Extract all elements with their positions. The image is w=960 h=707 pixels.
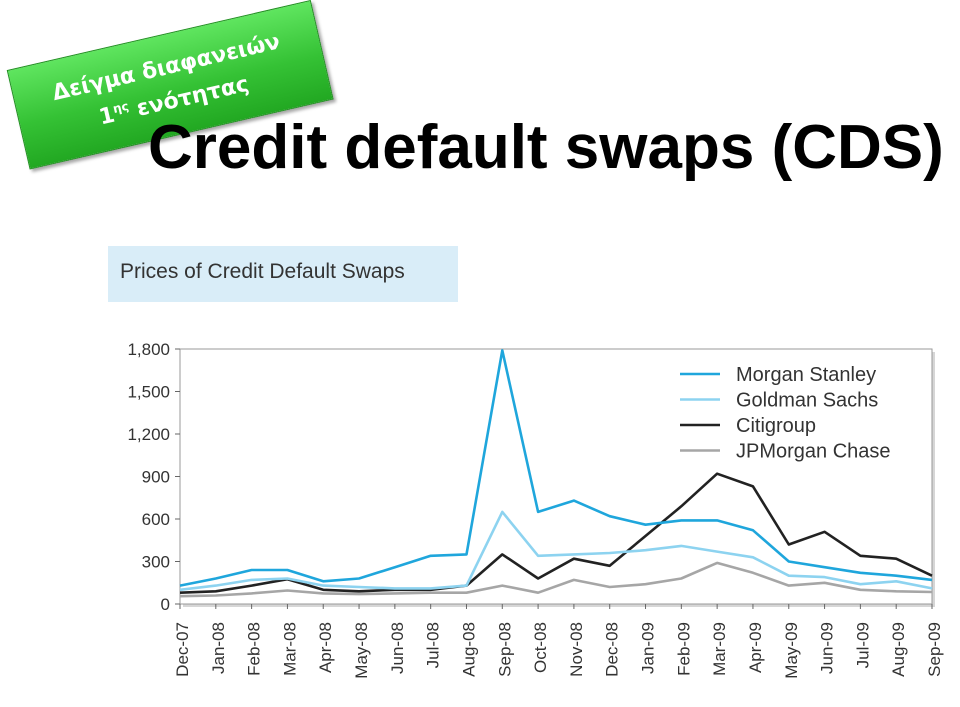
x-tick-label: Aug-08	[459, 622, 478, 677]
x-tick-label: Sep-09	[925, 622, 944, 677]
series-line	[179, 349, 933, 587]
x-tick-label: Jul-08	[424, 622, 443, 668]
x-tick-label: Aug-09	[889, 622, 908, 677]
x-tick-label: Oct-08	[531, 622, 550, 673]
x-tick-label: Sep-08	[495, 622, 514, 677]
x-tick-label: Jan-09	[639, 622, 658, 674]
x-tick-label: Mar-09	[710, 622, 729, 676]
y-tick-label: 1,500	[127, 383, 170, 402]
legend-label: Goldman Sachs	[736, 390, 878, 412]
chart-title: Prices of Credit Default Swaps	[120, 260, 405, 283]
legend-label: Morgan Stanley	[736, 364, 876, 386]
x-tick-label: Mar-08	[280, 622, 299, 676]
series-line	[179, 510, 933, 592]
x-tick-label: Feb-08	[245, 622, 264, 676]
x-tick-label: May-08	[352, 622, 371, 679]
x-tick-label: Apr-09	[746, 622, 765, 673]
x-tick-label: Jun-08	[388, 622, 407, 674]
x-tick-label: Dec-08	[603, 622, 622, 677]
y-tick-label: 1,200	[127, 425, 170, 444]
y-tick-label: 600	[142, 510, 170, 529]
page-title: Credit default swaps (CDS)	[148, 113, 944, 182]
legend-label: Citigroup	[736, 415, 816, 437]
x-tick-label: Jul-09	[853, 622, 872, 668]
chart-title-box: Prices of Credit Default Swaps	[108, 246, 458, 302]
x-tick-label: Dec-07	[173, 622, 192, 677]
plot-area	[179, 348, 933, 605]
legend-label: JPMorgan Chase	[736, 441, 891, 463]
y-tick-label: 300	[142, 553, 170, 572]
x-tick-label: May-09	[782, 622, 801, 679]
y-tick-label: 900	[142, 468, 170, 487]
y-tick-label: 1,800	[127, 340, 170, 359]
y-tick-label: 0	[161, 595, 170, 614]
x-tick-label: Feb-09	[674, 622, 693, 676]
x-tick-label: Jan-08	[209, 622, 228, 674]
series-line	[179, 561, 933, 598]
series-line	[179, 472, 933, 594]
x-tick-label: Apr-08	[316, 622, 335, 673]
x-tick-label: Jun-09	[818, 622, 837, 674]
x-tick-label: Nov-08	[567, 622, 586, 677]
